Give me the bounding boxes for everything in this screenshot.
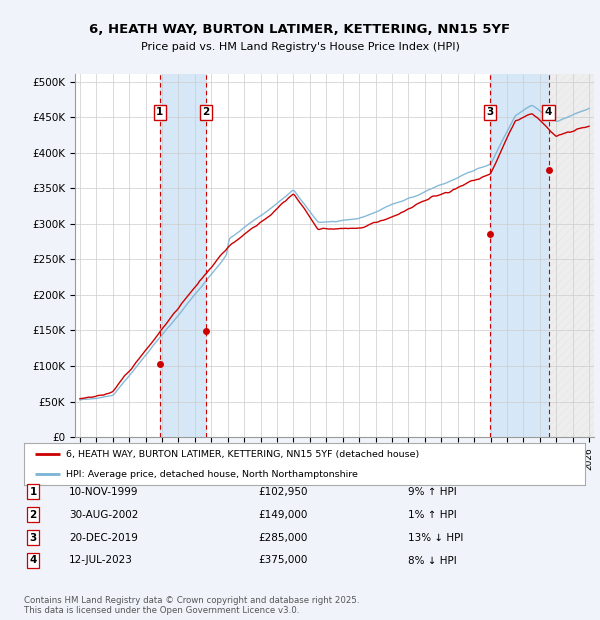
Text: 1: 1 (29, 487, 37, 497)
Bar (160, 74, 206, 437)
Text: £149,000: £149,000 (258, 510, 307, 520)
Text: 9% ↑ HPI: 9% ↑ HPI (408, 487, 457, 497)
Text: 1% ↑ HPI: 1% ↑ HPI (408, 510, 457, 520)
Text: £102,950: £102,950 (258, 487, 308, 497)
Text: £375,000: £375,000 (258, 556, 307, 565)
Bar (548, 74, 594, 437)
Text: 12-JUL-2023: 12-JUL-2023 (69, 556, 133, 565)
Text: 13% ↓ HPI: 13% ↓ HPI (408, 533, 463, 542)
Text: 2: 2 (202, 107, 209, 117)
Text: 10-NOV-1999: 10-NOV-1999 (69, 487, 139, 497)
Text: 4: 4 (29, 556, 37, 565)
Text: 6, HEATH WAY, BURTON LATIMER, KETTERING, NN15 5YF (detached house): 6, HEATH WAY, BURTON LATIMER, KETTERING,… (66, 450, 419, 459)
Text: 3: 3 (487, 107, 494, 117)
Bar (490, 74, 548, 437)
Text: 8% ↓ HPI: 8% ↓ HPI (408, 556, 457, 565)
Text: £285,000: £285,000 (258, 533, 307, 542)
Text: 6, HEATH WAY, BURTON LATIMER, KETTERING, NN15 5YF: 6, HEATH WAY, BURTON LATIMER, KETTERING,… (89, 23, 511, 36)
Text: 3: 3 (29, 533, 37, 542)
Text: 1: 1 (156, 107, 163, 117)
Text: 30-AUG-2002: 30-AUG-2002 (69, 510, 139, 520)
Text: Price paid vs. HM Land Registry's House Price Index (HPI): Price paid vs. HM Land Registry's House … (140, 42, 460, 51)
Text: 4: 4 (545, 107, 552, 117)
Text: 20-DEC-2019: 20-DEC-2019 (69, 533, 138, 542)
Text: HPI: Average price, detached house, North Northamptonshire: HPI: Average price, detached house, Nort… (66, 470, 358, 479)
Text: Contains HM Land Registry data © Crown copyright and database right 2025.
This d: Contains HM Land Registry data © Crown c… (24, 596, 359, 615)
Text: 2: 2 (29, 510, 37, 520)
